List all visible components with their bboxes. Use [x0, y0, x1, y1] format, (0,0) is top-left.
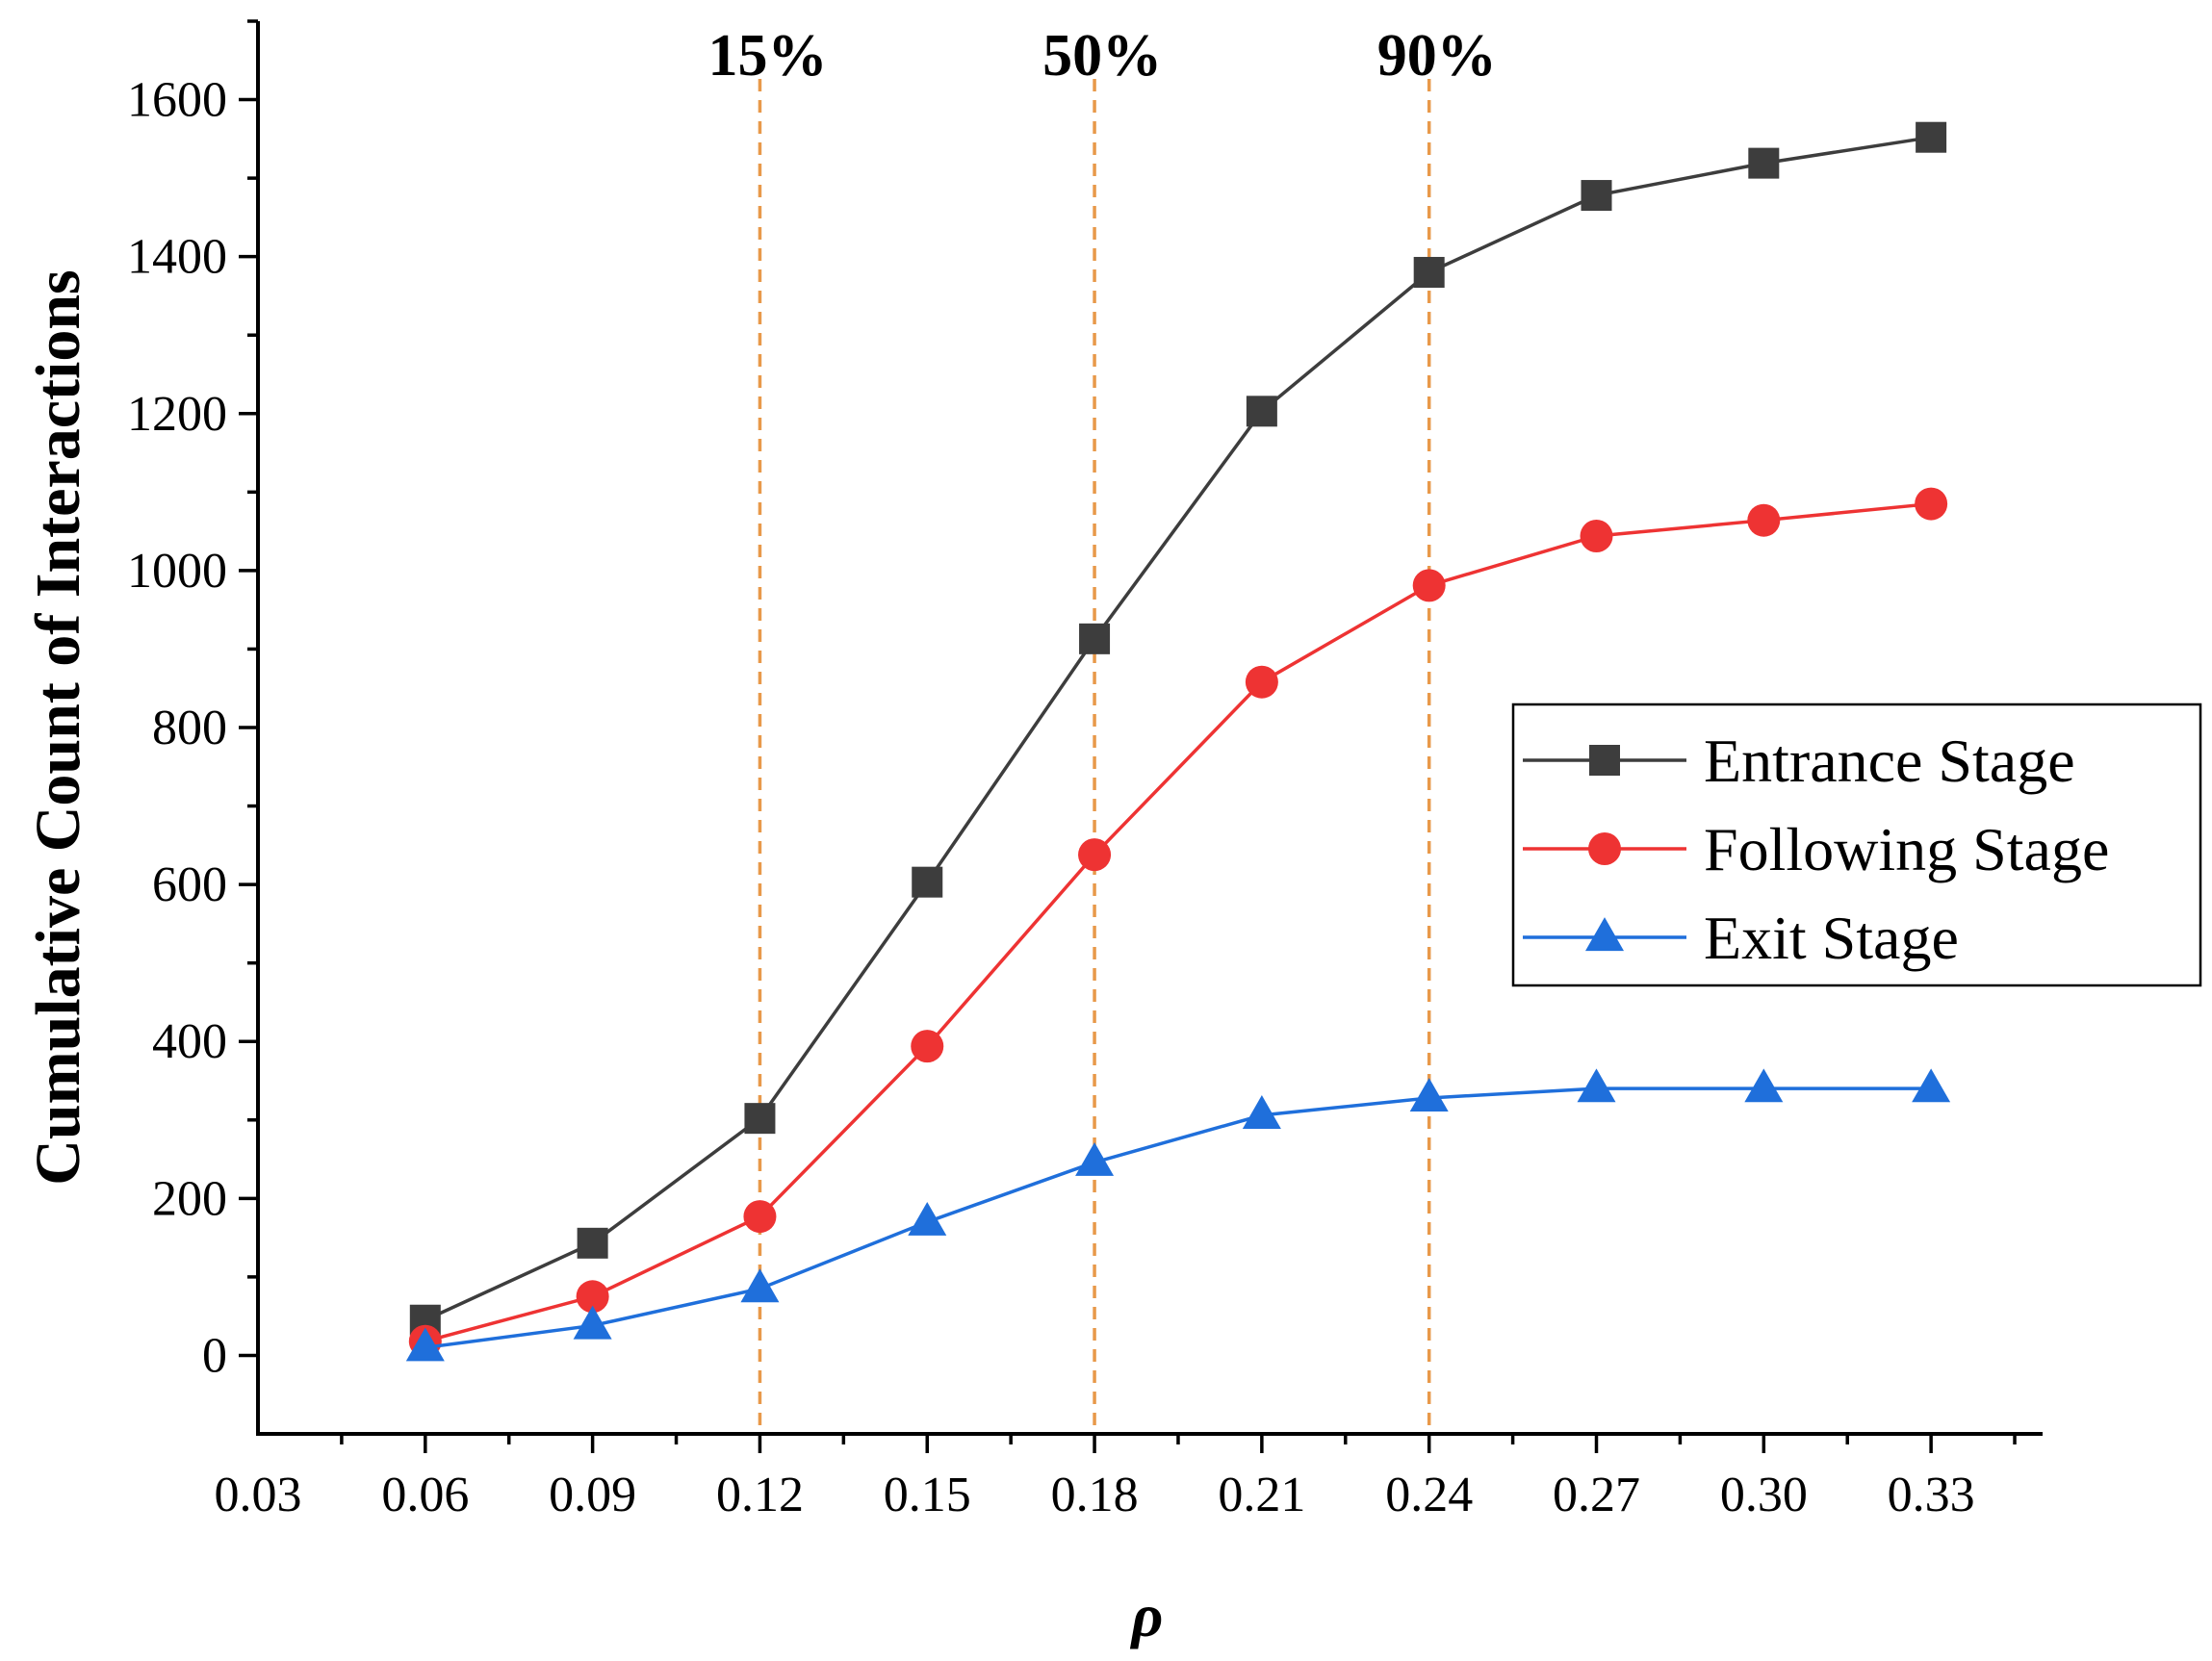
data-point [1744, 1068, 1784, 1103]
annotation-label: 50% [1042, 23, 1162, 89]
annotation-lines: 15% 50% 90% [707, 23, 1497, 1434]
y-tick-label: 1400 [127, 230, 227, 285]
y-tick-label: 1000 [127, 544, 227, 599]
data-point [744, 1103, 776, 1135]
data-point [743, 1200, 777, 1234]
y-tick-label: 1600 [127, 73, 227, 128]
data-point [1079, 623, 1111, 654]
x-tick-label: 0.06 [381, 1468, 469, 1522]
legend-label: Following Stage [1704, 815, 2109, 883]
data-point [911, 1030, 944, 1063]
data-point [1912, 1068, 1951, 1103]
series-line [424, 501, 1932, 1343]
legend-entry: Following Stage [1523, 815, 2109, 883]
y-tick-label: 800 [152, 701, 227, 755]
y-tick-label: 1200 [127, 387, 227, 442]
x-tick-label: 0.24 [1385, 1468, 1473, 1522]
x-tick-label: 0.12 [716, 1468, 804, 1522]
data-point [1581, 180, 1612, 212]
legend-entry: Entrance Stage [1523, 727, 2075, 795]
data-point [1580, 520, 1613, 553]
annotation-label: 15% [707, 23, 827, 89]
legend-marker [1588, 832, 1621, 865]
x-tick-label: 0.27 [1553, 1468, 1640, 1522]
x-tick-label: 0.09 [549, 1468, 636, 1522]
y-tick-label: 600 [152, 857, 227, 912]
x-tick-label: 0.30 [1720, 1468, 1808, 1522]
legend-entry: Exit Stage [1523, 904, 1959, 972]
data-point [1747, 503, 1781, 537]
data-point [1915, 487, 1948, 521]
legend: Entrance Stage Following Stage Exit Stage [1511, 703, 2202, 987]
series-line [424, 135, 1932, 1322]
annotation-label: 90% [1377, 23, 1497, 89]
data-point [576, 1280, 609, 1314]
data-point [1246, 396, 1277, 427]
data-point [1075, 1141, 1115, 1176]
x-axis-title: ρ [1130, 1581, 1164, 1649]
data-point [1409, 1078, 1449, 1112]
y-axis-title: Cumulative Count of Interactions [23, 269, 93, 1186]
series [405, 121, 1951, 1362]
data-point [1413, 256, 1445, 288]
axes: 0 200 400 600 800 1000 1200 1400 1600 0.03 0.06 0.0… [23, 19, 2043, 1649]
y-tick-label: 400 [152, 1014, 227, 1069]
x-tick-label: 0.21 [1218, 1468, 1305, 1522]
x-tick-label: 0.18 [1051, 1468, 1139, 1522]
y-tick-label: 200 [152, 1171, 227, 1226]
data-point [1748, 147, 1780, 179]
series-exit-stage [405, 1068, 1951, 1362]
x-tick-label: 0.03 [215, 1468, 302, 1522]
data-point [1577, 1068, 1616, 1103]
data-point [405, 1327, 445, 1362]
legend-marker [1585, 917, 1624, 952]
data-point [908, 1201, 947, 1236]
x-tick-label: 0.33 [1888, 1468, 1975, 1522]
data-point [1245, 665, 1278, 699]
legend-label: Exit Stage [1704, 904, 1959, 972]
data-point [573, 1305, 612, 1340]
data-point [1412, 569, 1446, 602]
y-tick-label: 0 [202, 1328, 227, 1383]
legend-label: Entrance Stage [1704, 727, 2075, 795]
series-line [424, 1086, 1932, 1350]
data-point [1078, 838, 1112, 872]
data-point [912, 866, 943, 898]
data-point [1916, 121, 1947, 153]
legend-marker [1589, 745, 1620, 776]
data-point [577, 1227, 608, 1259]
data-point [740, 1268, 780, 1303]
data-point [1242, 1095, 1281, 1129]
x-tick-label: 0.15 [884, 1468, 971, 1522]
series-entrance-stage [409, 121, 1947, 1336]
